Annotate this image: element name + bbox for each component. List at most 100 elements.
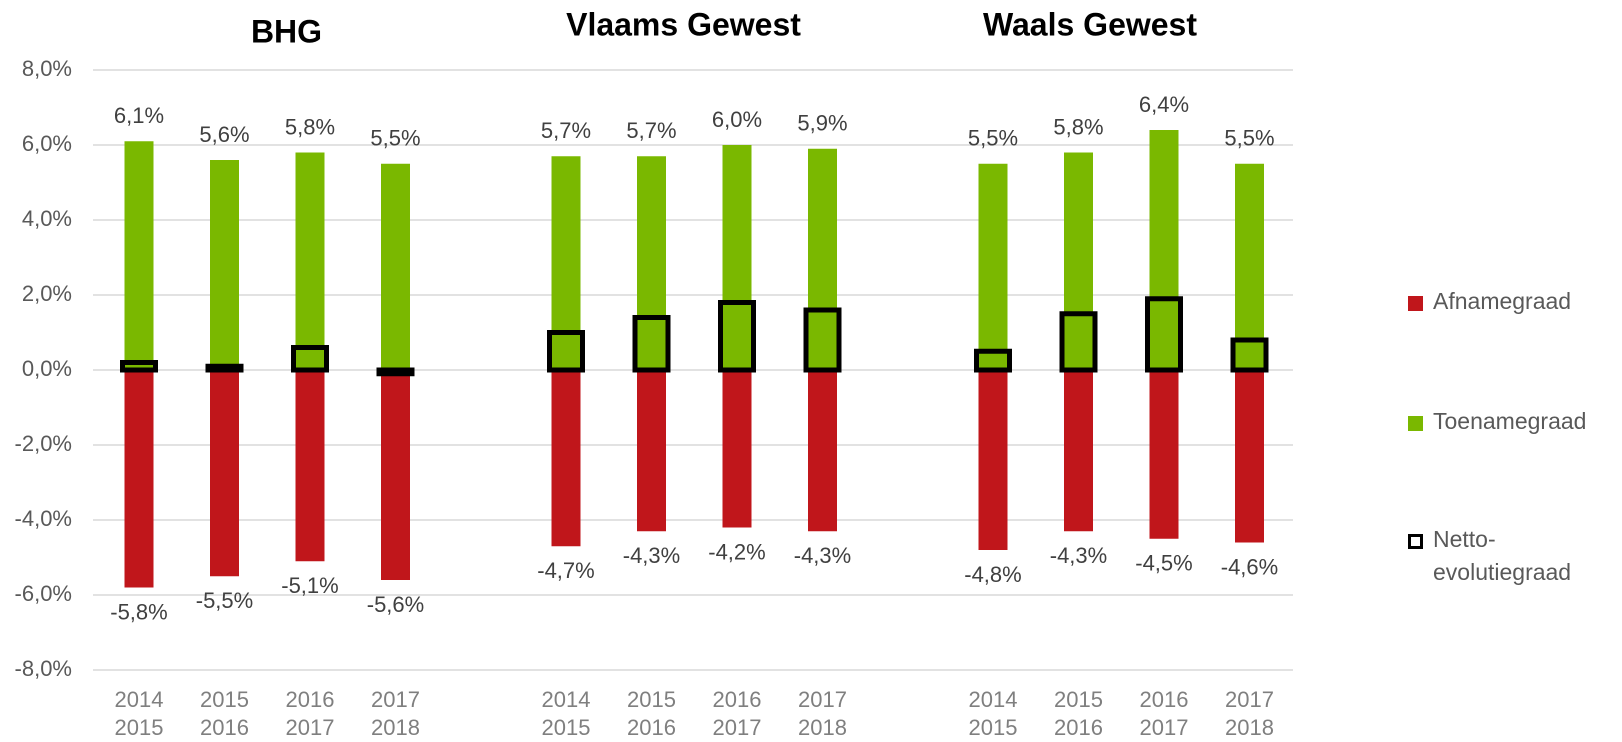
bar [1149,370,1179,539]
x-tick-label: 2017 [286,715,335,740]
legend-swatch [1408,416,1423,431]
y-tick-label: -8,0% [15,656,72,681]
value-label: -5,1% [281,573,338,598]
x-tick-label: 2017 [1140,715,1189,740]
value-label: 5,5% [370,126,420,151]
value-label: -4,3% [623,543,680,568]
x-tick-label: 2016 [627,715,676,740]
x-tick-label: 2016 [1140,687,1189,712]
x-tick-label: 2017 [1225,687,1274,712]
bar [722,145,752,370]
net-box [120,360,158,373]
value-label: -4,2% [708,539,765,564]
bar [1064,152,1093,370]
x-tick-label: 2014 [969,687,1018,712]
bar [808,148,837,370]
x-tick-label: 2015 [1054,687,1103,712]
x-tick-label: 2016 [286,687,335,712]
x-tick-label: 2018 [798,715,847,740]
bar [1064,370,1093,532]
net-box [632,315,671,373]
bar [295,370,325,562]
legend-label: Afnamegraad [1433,288,1572,314]
bar [722,370,752,528]
value-label: 6,0% [712,107,762,132]
y-tick-label: 6,0% [22,131,72,156]
x-tick-label: 2017 [713,715,762,740]
x-tick-label: 2015 [542,715,591,740]
x-tick-label: 2014 [115,687,164,712]
legend-swatch [1408,534,1423,549]
net-box [803,307,842,373]
value-label: -5,6% [367,592,424,617]
value-label: -4,6% [1221,554,1278,579]
bar [551,156,581,370]
net-box [1230,337,1269,373]
y-tick-label: -4,0% [15,506,72,531]
x-tick-label: 2015 [969,715,1018,740]
bar [637,370,666,532]
bar [381,370,410,580]
y-tick-label: -6,0% [15,581,72,606]
value-label: 5,5% [1224,126,1274,151]
bar [124,370,154,588]
value-label: 5,7% [541,118,591,143]
value-label: -4,7% [537,558,594,583]
bar [381,163,410,370]
value-label: 6,4% [1139,92,1189,117]
x-tick-label: 2018 [1225,715,1274,740]
value-label: -4,3% [1050,543,1107,568]
value-label: 5,5% [968,126,1018,151]
x-tick-label: 2017 [798,687,847,712]
bar [551,370,581,547]
bar [808,370,837,532]
net-box [1059,311,1098,373]
bar [124,141,154,370]
legend-label: Toenamegraad [1433,408,1587,434]
bar [1235,163,1264,370]
value-label: -5,8% [110,599,167,624]
x-tick-label: 2015 [627,687,676,712]
x-tick-label: 2015 [115,715,164,740]
value-label: -5,5% [196,588,253,613]
x-tick-label: 2014 [542,687,591,712]
bar [210,160,239,370]
bar [637,156,666,370]
x-tick-label: 2015 [200,687,249,712]
panel-title: BHG [251,13,322,49]
value-label: -4,8% [964,562,1021,587]
net-box [547,330,585,373]
value-label: 5,8% [1053,114,1103,139]
x-tick-label: 2016 [1054,715,1103,740]
y-tick-label: 4,0% [22,206,72,231]
bar [978,163,1008,370]
net-box [974,348,1012,373]
y-tick-label: -2,0% [15,431,72,456]
net-box [376,367,415,377]
net-box [291,345,329,373]
net-box [1145,296,1183,373]
y-tick-label: 0,0% [22,356,72,381]
legend-item: Netto-evolutiegraad [1408,526,1608,589]
x-tick-label: 2017 [371,687,420,712]
y-tick-label: 2,0% [22,281,72,306]
x-tick-label: 2016 [200,715,249,740]
bar [210,370,239,577]
value-label: 6,1% [114,103,164,128]
legend-label: Netto-evolutiegraad [1433,526,1572,585]
panel-title: Vlaams Gewest [566,6,801,42]
bar [1149,130,1179,370]
bar [978,370,1008,550]
value-label: 5,8% [285,114,335,139]
x-tick-label: 2018 [371,715,420,740]
value-label: 5,6% [199,122,249,147]
x-tick-label: 2016 [713,687,762,712]
bar [1235,370,1264,543]
panel-title: Waals Gewest [983,6,1197,42]
bar [295,152,325,370]
value-label: -4,5% [1135,551,1192,576]
legend-item: Afnamegraad [1408,288,1608,318]
legend-swatch [1408,296,1423,311]
